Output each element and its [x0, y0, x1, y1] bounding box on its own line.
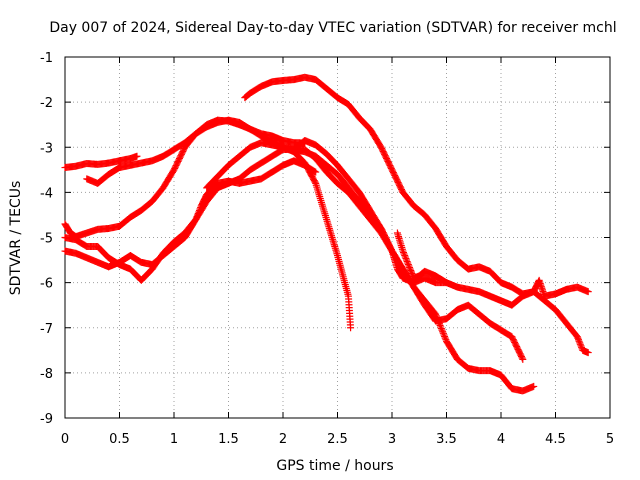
data-point [432, 312, 440, 320]
y-tick-label: -7 [40, 322, 53, 337]
data-point [441, 333, 449, 341]
data-point [518, 354, 526, 362]
data-point [400, 249, 408, 257]
data-point [404, 261, 412, 269]
data-point [575, 336, 583, 344]
x-tick-label: 2.5 [327, 432, 348, 447]
y-tick-label: -4 [40, 186, 53, 201]
data-point [576, 339, 584, 347]
data-point [406, 264, 414, 272]
data-point [519, 355, 527, 363]
data-point [401, 252, 409, 260]
data-point [401, 253, 409, 261]
y-tick-label: -8 [40, 367, 53, 382]
data-point [407, 268, 415, 276]
y-tick-label: -6 [40, 277, 53, 292]
data-point [403, 256, 411, 264]
data-point [404, 259, 412, 267]
axis-ticks: 0 0.5 1 1.5 2 2.5 3 3.5 4 4.5 5 -1 -2 -3 -4 -5 -6 -7 -8 -9 [40, 51, 614, 447]
data-point [440, 331, 448, 339]
x-tick-label: 4.5 [545, 432, 566, 447]
data-point [402, 255, 410, 263]
data-point [403, 258, 411, 266]
data-point [434, 317, 442, 325]
data-point [442, 278, 450, 286]
data-point [408, 270, 416, 278]
data-point [574, 334, 582, 342]
data-point [573, 333, 581, 341]
x-tick-label: 3 [388, 432, 396, 447]
data-point [441, 334, 449, 342]
data-point [439, 328, 447, 336]
data-point [406, 265, 414, 273]
y-tick-label: -1 [40, 51, 53, 66]
data-point [437, 325, 445, 333]
x-tick-label: 2 [279, 432, 287, 447]
data-point [434, 315, 442, 323]
data-point [133, 152, 141, 160]
data-point [437, 323, 445, 331]
x-tick-label: 3.5 [436, 432, 457, 447]
data-point [576, 340, 584, 348]
data-point [575, 337, 583, 345]
data-point [311, 178, 319, 186]
y-tick-label: -3 [40, 141, 53, 156]
data-point [400, 250, 408, 258]
data-point [530, 382, 538, 390]
x-tick-label: 4 [497, 432, 505, 447]
data-point [436, 321, 444, 329]
series-track-7 [290, 146, 538, 395]
data-point [399, 247, 407, 255]
y-tick-label: -9 [40, 412, 53, 427]
data-series [61, 73, 592, 395]
data-point [407, 267, 415, 275]
data-point [433, 313, 441, 321]
data-point [439, 329, 447, 337]
series-track-8 [241, 73, 592, 357]
data-point [432, 310, 440, 318]
data-point [435, 318, 443, 326]
series-track-4 [83, 116, 355, 332]
x-axis-label: GPS time / hours [276, 458, 393, 474]
y-axis-label: SDTVAR / TECUs [8, 181, 24, 296]
data-point [405, 262, 413, 270]
data-point [584, 288, 592, 296]
data-point [435, 320, 443, 328]
x-tick-label: 1.5 [218, 432, 239, 447]
x-tick-label: 5 [606, 432, 614, 447]
x-tick-label: 0 [61, 432, 69, 447]
series-track-9 [393, 229, 450, 287]
data-point [347, 324, 355, 332]
data-point [577, 342, 585, 350]
y-tick-label: -2 [40, 96, 53, 111]
data-point [438, 326, 446, 334]
chart-title: Day 007 of 2024, Sidereal Day-to-day VTE… [49, 20, 616, 36]
x-tick-label: 0.5 [109, 432, 130, 447]
data-point [443, 279, 450, 287]
series-track-1 [61, 152, 141, 172]
x-tick-label: 1 [170, 432, 178, 447]
y-tick-label: -5 [40, 232, 53, 247]
data-point [584, 349, 592, 357]
